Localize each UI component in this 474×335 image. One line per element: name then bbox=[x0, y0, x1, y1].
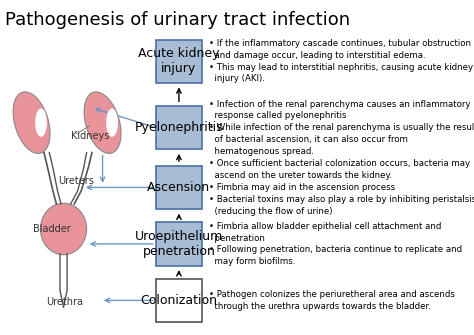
Text: Urethra: Urethra bbox=[46, 297, 83, 307]
Ellipse shape bbox=[35, 109, 47, 137]
Text: Acute kidney
injury: Acute kidney injury bbox=[138, 47, 219, 75]
Text: • Once sufficient bacterial colonization occurs, bacteria may
  ascend on the ur: • Once sufficient bacterial colonization… bbox=[209, 159, 474, 215]
Text: Colonization: Colonization bbox=[140, 294, 218, 307]
Text: Ureters: Ureters bbox=[58, 176, 94, 186]
Text: Pathogenesis of urinary tract infection: Pathogenesis of urinary tract infection bbox=[5, 11, 350, 29]
Text: • Fimbria allow bladder epithelial cell attachment and
  penetration
• Following: • Fimbria allow bladder epithelial cell … bbox=[209, 222, 462, 266]
Ellipse shape bbox=[84, 92, 121, 153]
FancyBboxPatch shape bbox=[156, 166, 202, 209]
Text: Kidneys: Kidneys bbox=[71, 131, 109, 141]
FancyBboxPatch shape bbox=[156, 222, 202, 266]
Text: Bladder: Bladder bbox=[33, 224, 71, 234]
Ellipse shape bbox=[40, 203, 87, 255]
Text: Ascension: Ascension bbox=[147, 181, 210, 194]
FancyBboxPatch shape bbox=[156, 279, 202, 322]
Text: Uroepithelium
penetration: Uroepithelium penetration bbox=[135, 230, 223, 258]
Text: • Pathogen colonizes the periuretheral area and ascends
  through the urethra up: • Pathogen colonizes the periuretheral a… bbox=[209, 290, 455, 311]
Ellipse shape bbox=[106, 109, 118, 137]
FancyBboxPatch shape bbox=[156, 106, 202, 149]
Text: Pyelonephritis: Pyelonephritis bbox=[135, 121, 223, 134]
Text: • Infection of the renal parenchyma causes an inflammatory
  response called pye: • Infection of the renal parenchyma caus… bbox=[209, 99, 474, 156]
FancyBboxPatch shape bbox=[156, 40, 202, 83]
Ellipse shape bbox=[13, 92, 50, 153]
Text: • If the inflammatory cascade continues, tubular obstruction
  and damage occur,: • If the inflammatory cascade continues,… bbox=[209, 39, 473, 83]
